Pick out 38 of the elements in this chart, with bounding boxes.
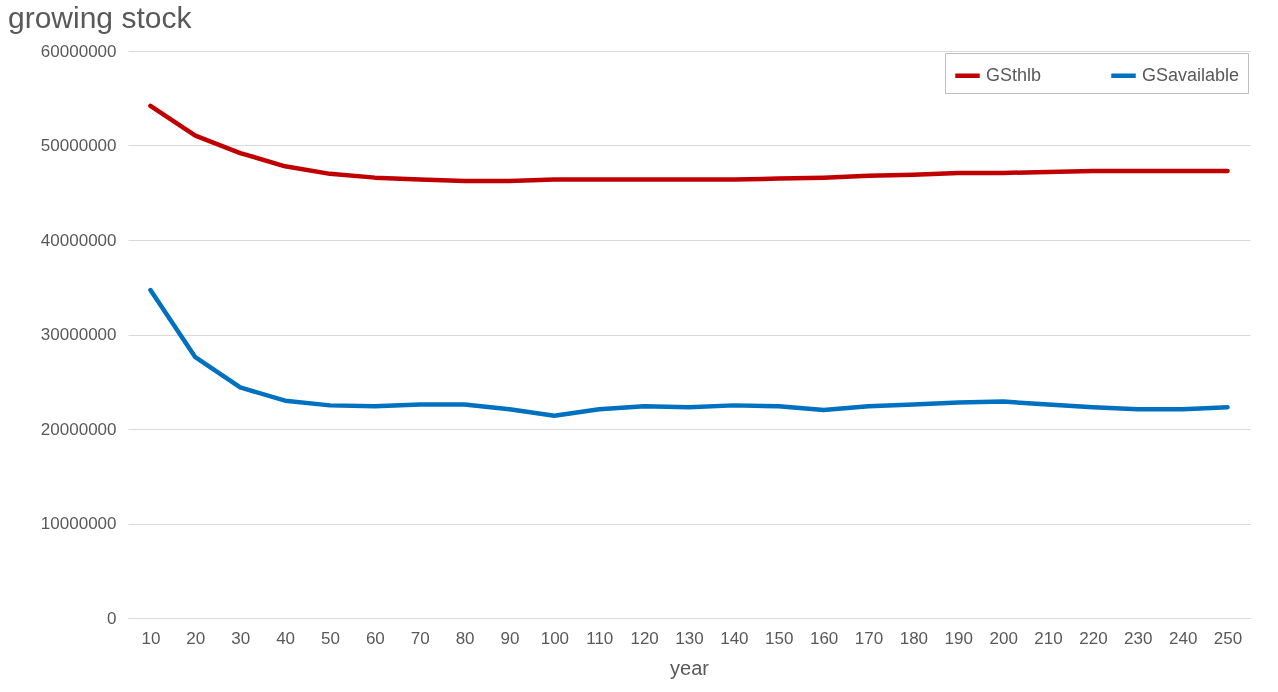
x-tick-label: 230	[1124, 628, 1153, 648]
x-tick-label: 210	[1034, 628, 1063, 648]
y-tick-label: 20000000	[40, 419, 117, 439]
x-tick-label: 220	[1079, 628, 1108, 648]
line-series	[148, 287, 1230, 419]
y-tick-label: 30000000	[40, 325, 117, 344]
x-tick-label: 140	[720, 628, 749, 648]
x-tick-label: 130	[675, 628, 704, 648]
x-tick-label: 40	[276, 628, 296, 648]
y-tick-label: 50000000	[40, 136, 117, 155]
x-tick-label: 50	[321, 628, 340, 648]
y-tick-label: 0	[107, 608, 117, 628]
x-tick-label: 150	[765, 628, 794, 648]
x-tick-label: 90	[500, 628, 520, 648]
x-tick-label: 70	[410, 628, 430, 648]
x-axis-title: year	[670, 656, 710, 679]
line-series	[148, 103, 1230, 184]
y-tick-label: 10000000	[40, 514, 117, 533]
x-tick-label: 170	[854, 628, 884, 648]
x-tick-label: 30	[231, 628, 251, 648]
y-tick-label: 60000000	[40, 41, 117, 61]
x-tick-label: 250	[1213, 628, 1243, 648]
legend-label: GSthlb	[986, 64, 1042, 85]
x-tick-label: 60	[365, 628, 385, 648]
x-tick-label: 200	[989, 628, 1018, 648]
y-tick-label: 40000000	[40, 230, 117, 250]
x-tick-label: 10	[141, 628, 161, 648]
legend-label: GSavailable	[1142, 64, 1240, 85]
x-tick-label: 20	[186, 628, 206, 648]
x-tick-label: 100	[540, 628, 570, 648]
x-tick-label: 190	[944, 628, 973, 648]
x-tick-label: 120	[630, 628, 659, 648]
x-tick-label: 80	[455, 628, 475, 648]
x-tick-label: 180	[899, 628, 929, 648]
x-tick-label: 240	[1168, 628, 1198, 648]
x-tick-label: 160	[809, 628, 839, 648]
chart-title: growing stock	[8, 1, 193, 34]
x-tick-label: 110	[586, 628, 614, 648]
